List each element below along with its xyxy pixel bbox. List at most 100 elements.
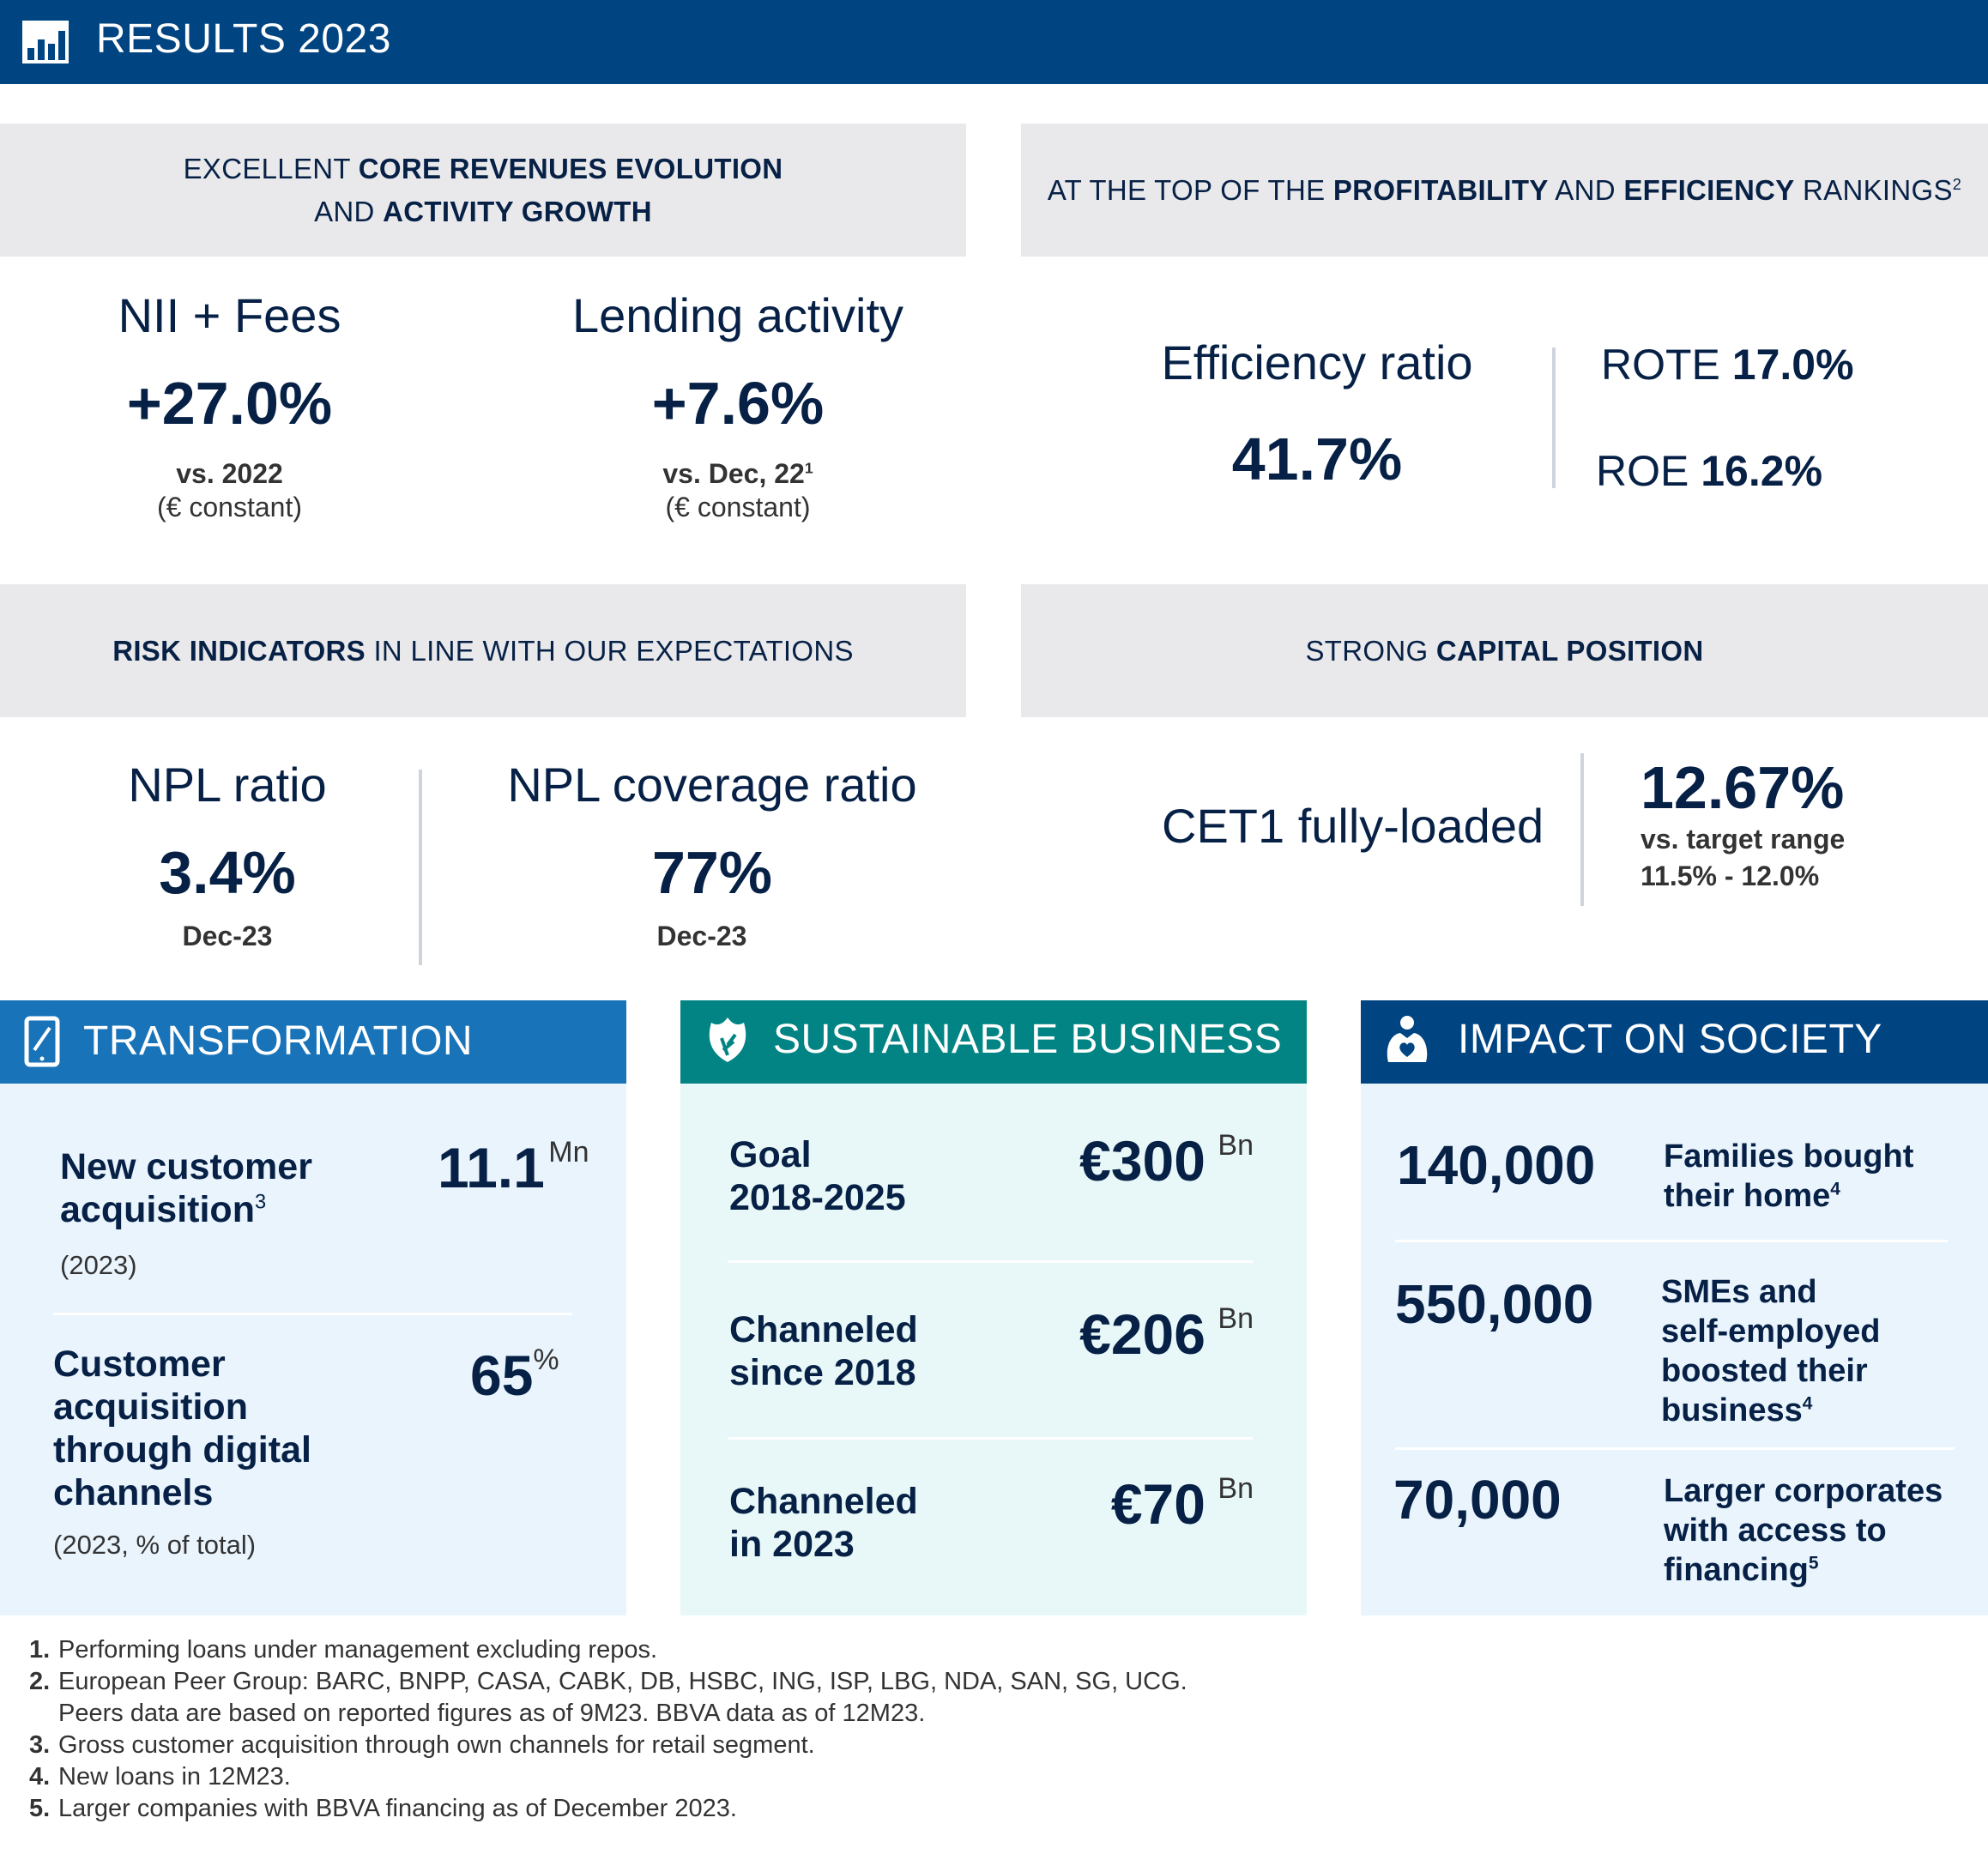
rote-metric: ROTE 17.0% <box>1601 340 1854 390</box>
item-label: since 2018 <box>729 1352 916 1393</box>
item-value: 550,000 <box>1395 1273 1594 1335</box>
item-label: in 2023 <box>729 1524 855 1565</box>
society-item: SMEs and self-employed boosted their bus… <box>1661 1272 1881 1430</box>
item-unit: Bn <box>1218 1129 1254 1162</box>
item-label: Customer <box>53 1344 226 1385</box>
footnote-text: Larger companies with BBVA financing as … <box>58 1795 737 1822</box>
footnote-ref: 5 <box>1808 1553 1819 1573</box>
footnote-text: New loans in 12M23. <box>58 1763 291 1791</box>
item-label: with access to <box>1664 1513 1887 1549</box>
footnote-ref: 3 <box>254 1191 267 1214</box>
divider-line <box>53 1313 572 1315</box>
footnote: 2. European Peer Group: BARC, BNPP, CASA,… <box>29 1666 1316 1698</box>
item-label: SMEs and <box>1661 1274 1817 1310</box>
item-label: acquisition <box>60 1189 255 1230</box>
channeled-in-item: Channeled in 2023 <box>729 1480 918 1566</box>
heading-bold: RISK INDICATORS <box>112 634 366 667</box>
metric-value: 3.4% <box>159 839 296 906</box>
item-label: their home <box>1664 1178 1831 1214</box>
heading-text: STRONG <box>1305 634 1436 667</box>
footnote-ref: 2 <box>1952 175 1962 193</box>
channeled-since-value: €206 Bn <box>1079 1301 1254 1367</box>
npl-ratio-metric: NPL ratio 3.4% Dec-23 <box>86 757 369 952</box>
item-label: channels <box>53 1472 214 1513</box>
item-label: Goal <box>729 1134 812 1175</box>
item-value: €206 <box>1079 1302 1205 1366</box>
item-label: New customer <box>60 1146 312 1187</box>
divider-line <box>1395 1240 1948 1242</box>
digital-acquisition-value: 65% <box>470 1343 559 1408</box>
item-unit: Bn <box>1218 1302 1254 1335</box>
footnote: 1. Performing loans under management excl… <box>29 1634 1316 1666</box>
npl-coverage-metric: NPL coverage ratio 77% Dec-23 <box>498 757 927 952</box>
metric-value: 16.2% <box>1701 447 1823 495</box>
footnote-text: Gross customer acquisition through own c… <box>58 1731 815 1759</box>
footnote-number: 3. <box>29 1731 51 1759</box>
heading-text: AND <box>1548 173 1624 206</box>
heading-bold: CORE REVENUES EVOLUTION <box>358 152 783 184</box>
footnote-number: 5. <box>29 1795 51 1822</box>
risk-heading: RISK INDICATORS IN LINE WITH OUR EXPECTA… <box>0 584 966 717</box>
metric-sub: Dec-23 <box>182 921 273 951</box>
item-label: boosted their <box>1661 1353 1868 1389</box>
people-heart-icon <box>1387 1016 1428 1062</box>
metric-label: ROTE <box>1601 341 1732 389</box>
footnote-text: Performing loans under management exclud… <box>58 1636 658 1664</box>
cet1-label: CET1 fully-loaded <box>1162 799 1544 853</box>
item-value: 11.1 <box>438 1136 545 1199</box>
item-label: acquisition <box>53 1386 248 1428</box>
capital-heading: STRONG CAPITAL POSITION <box>1021 584 1988 717</box>
cet1-metric: 12.67% vs. target range 11.5% - 12.0% <box>1641 753 1845 892</box>
metric-sub: vs. Dec, 22 <box>662 458 805 489</box>
core-revenues-heading: EXCELLENT CORE REVENUES EVOLUTION AND AC… <box>0 124 966 257</box>
heading-bold: ACTIVITY GROWTH <box>383 195 652 227</box>
item-label: Families bought <box>1664 1138 1914 1175</box>
society-header: IMPACT ON SOCIETY <box>1361 1000 1988 1084</box>
goal-value: €300 Bn <box>1079 1128 1254 1193</box>
metric-value: +7.6% <box>651 370 825 437</box>
new-customer-value: 11.1 Mn <box>438 1135 589 1200</box>
item-value: €300 <box>1079 1129 1205 1193</box>
profitability-heading: AT THE TOP OF THE PROFITABILITY AND EFFI… <box>1021 124 1988 257</box>
tablet-icon <box>24 1016 60 1067</box>
item-value: 65 <box>470 1344 534 1407</box>
header-bar: RESULTS 2023 <box>0 0 1988 84</box>
roe-metric: ROE 16.2% <box>1596 446 1822 496</box>
item-label: Larger corporates <box>1664 1473 1943 1509</box>
divider-line <box>728 1437 1253 1440</box>
footnote: 5. Larger companies with BBVA financing a… <box>29 1793 1316 1825</box>
item-note: (2023, % of total) <box>53 1530 257 1560</box>
sustainable-body: Goal 2018-2025 €300 Bn Channeled since 2… <box>680 1084 1307 1615</box>
leaf-icon <box>709 1018 746 1062</box>
heading-text: AND <box>314 195 384 227</box>
panel-title: IMPACT ON SOCIETY <box>1458 1017 1882 1062</box>
metric-sub: (€ constant) <box>157 492 302 522</box>
metric-label: Lending activity <box>571 288 903 342</box>
metric-sub: vs. 2022 <box>176 458 283 489</box>
divider-line <box>728 1260 1253 1263</box>
heading-text: IN LINE WITH OUR EXPECTATIONS <box>365 634 854 667</box>
metric-label: NPL coverage ratio <box>507 758 917 812</box>
digital-acquisition-item: Customer acquisition through digital cha… <box>53 1343 311 1561</box>
item-unit: Bn <box>1218 1472 1254 1505</box>
footnote-ref: 4 <box>1830 1179 1840 1199</box>
item-value: 140,000 <box>1397 1134 1596 1196</box>
footnotes: 1. Performing loans under management excl… <box>29 1634 1316 1825</box>
panel-title: TRANSFORMATION <box>83 1018 474 1064</box>
item-value: 70,000 <box>1393 1469 1562 1531</box>
divider-line <box>419 770 422 965</box>
heading-text: EXCELLENT <box>183 152 359 184</box>
metric-sub: vs. target range <box>1641 824 1846 855</box>
divider-line <box>1395 1447 1955 1450</box>
page-title: RESULTS 2023 <box>96 16 391 62</box>
heading-bold: CAPITAL POSITION <box>1435 634 1704 667</box>
divider-line <box>1552 347 1556 488</box>
metric-value: 77% <box>651 839 773 906</box>
item-label: 2018-2025 <box>729 1177 906 1218</box>
footnote-number: 1. <box>29 1636 51 1664</box>
footnote: 3. Gross customer acquisition through own… <box>29 1730 1316 1761</box>
society-body: 140,000 Families bought their home4 550,… <box>1361 1084 1988 1615</box>
footnote-ref: 4 <box>1802 1393 1813 1414</box>
footnote-text: Peers data are based on reported figures… <box>58 1700 926 1727</box>
item-label: business <box>1661 1392 1803 1428</box>
